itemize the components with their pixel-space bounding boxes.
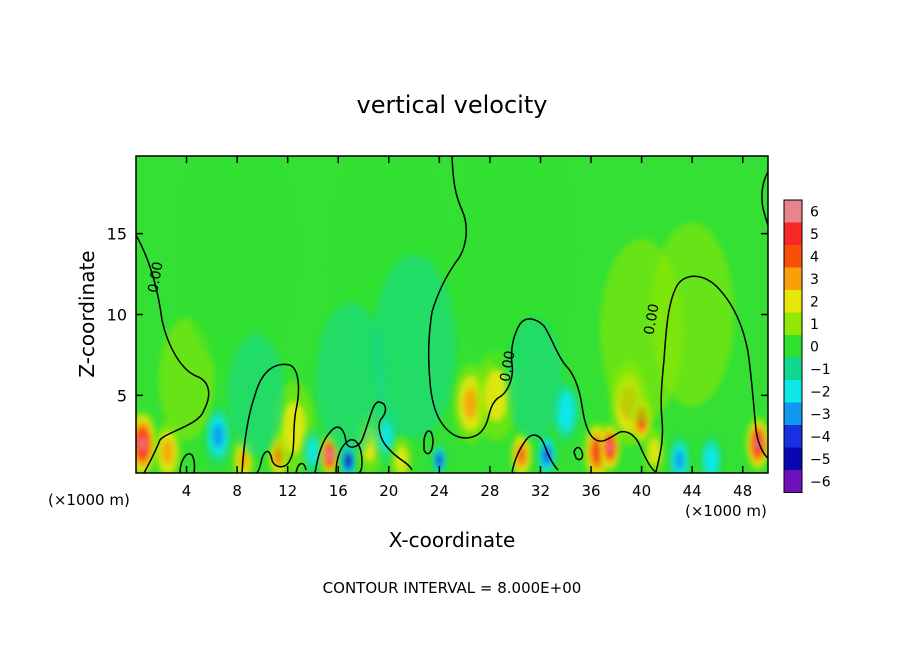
x-tick-label: 40 [632, 482, 651, 500]
colorbar-label: 6 [810, 204, 819, 220]
velocity-cell [745, 416, 768, 472]
colorbar-swatch [784, 290, 802, 313]
x-tick-label: 4 [182, 482, 192, 500]
colorbar-swatch [784, 380, 802, 403]
contour-label: 0.00 [641, 303, 662, 336]
contour-line [423, 430, 434, 455]
x-tick-label: 16 [329, 482, 348, 500]
colorbar-swatch [784, 335, 802, 358]
velocity-cell [432, 444, 447, 473]
colorbar-swatch [784, 267, 802, 290]
colorbar-swatch [784, 402, 802, 425]
contour-interval-footer: CONTOUR INTERVAL = 8.000E+00 [323, 579, 582, 597]
x-unit-right: (×1000 m) [685, 502, 767, 520]
contour-line [655, 275, 768, 473]
y-tick-label: 10 [107, 306, 127, 325]
colorbar-label: −4 [810, 429, 831, 445]
colorbar-label: 5 [810, 227, 819, 243]
colorbar-swatch [784, 222, 802, 245]
x-tick-label: 24 [430, 482, 449, 500]
contour-labels: 0.00 0.00 0.00 [145, 261, 662, 383]
contour-label: 0.00 [145, 261, 166, 294]
contour-line [241, 363, 300, 473]
colorbar-label: 0 [810, 339, 819, 355]
contour-line [179, 453, 196, 473]
colorbar-label: 1 [810, 317, 819, 333]
contour-line [511, 434, 559, 473]
x-tick-label: 36 [581, 482, 600, 500]
colorbar-label: 4 [810, 249, 819, 265]
x-tick-label: 32 [531, 482, 550, 500]
y-tick-label: 15 [107, 225, 127, 244]
x-unit-left: (×1000 m) [48, 491, 130, 509]
x-axis-label: X-coordinate [389, 528, 516, 552]
x-tick-label: 8 [232, 482, 242, 500]
colorbar-label: −5 [810, 452, 831, 468]
velocity-cell [700, 435, 723, 473]
y-tick-label: 5 [117, 386, 127, 405]
y-axis-label: Z-coordinate [75, 250, 99, 377]
colorbar-label: −1 [810, 362, 831, 378]
colorbar-label: 2 [810, 294, 819, 310]
heatmap-field [136, 156, 768, 473]
velocity-cell [372, 254, 456, 440]
zero-contours [136, 156, 768, 473]
colorbar-label: −2 [810, 384, 831, 400]
velocity-cell [668, 435, 691, 473]
velocity-cell [506, 317, 562, 441]
contour-line [335, 439, 363, 473]
velocity-cell [301, 427, 325, 473]
colorbar-swatch [784, 245, 802, 268]
colorbar-swatch [784, 425, 802, 448]
contour-line [295, 462, 307, 473]
contour-line [573, 446, 584, 461]
colorbar-frame [783, 199, 803, 493]
velocity-cell [181, 156, 293, 373]
velocity-cell [643, 427, 666, 473]
contour-line [136, 234, 210, 473]
velocity-cell [228, 333, 284, 457]
x-tick-label: 28 [480, 482, 499, 500]
x-axis: 4 8 12 16 20 24 28 32 36 40 44 48 [182, 156, 752, 500]
velocity-cell [650, 222, 734, 407]
x-tick-label: 20 [379, 482, 398, 500]
colorbar-swatch [784, 312, 802, 335]
colorbar-swatch [784, 447, 802, 470]
velocity-cell [158, 317, 215, 441]
y-axis: 5 10 15 [107, 225, 768, 405]
chart-title: vertical velocity [357, 91, 548, 119]
colorbar-swatch [784, 200, 802, 223]
velocity-cell [136, 410, 158, 473]
colorbar-swatch [784, 357, 802, 380]
colorbar-swatch [784, 470, 802, 493]
contour-label: 0.00 [497, 350, 518, 383]
x-tick-label: 48 [733, 482, 752, 500]
x-tick-label: 12 [278, 482, 297, 500]
colorbar-label: −3 [810, 407, 831, 423]
colorbar: 6 5 4 3 2 1 0 −1 −2 −3 −4 −5 −6 [783, 199, 831, 493]
velocity-cell [510, 430, 533, 473]
velocity-cell [316, 302, 386, 457]
colorbar-label: −6 [810, 474, 831, 490]
velocity-cell [204, 405, 233, 467]
velocity-cell [459, 156, 571, 373]
contour-line [314, 401, 413, 473]
contour-line [427, 156, 657, 473]
colorbar-label: 3 [810, 272, 819, 288]
x-tick-label: 44 [683, 482, 702, 500]
